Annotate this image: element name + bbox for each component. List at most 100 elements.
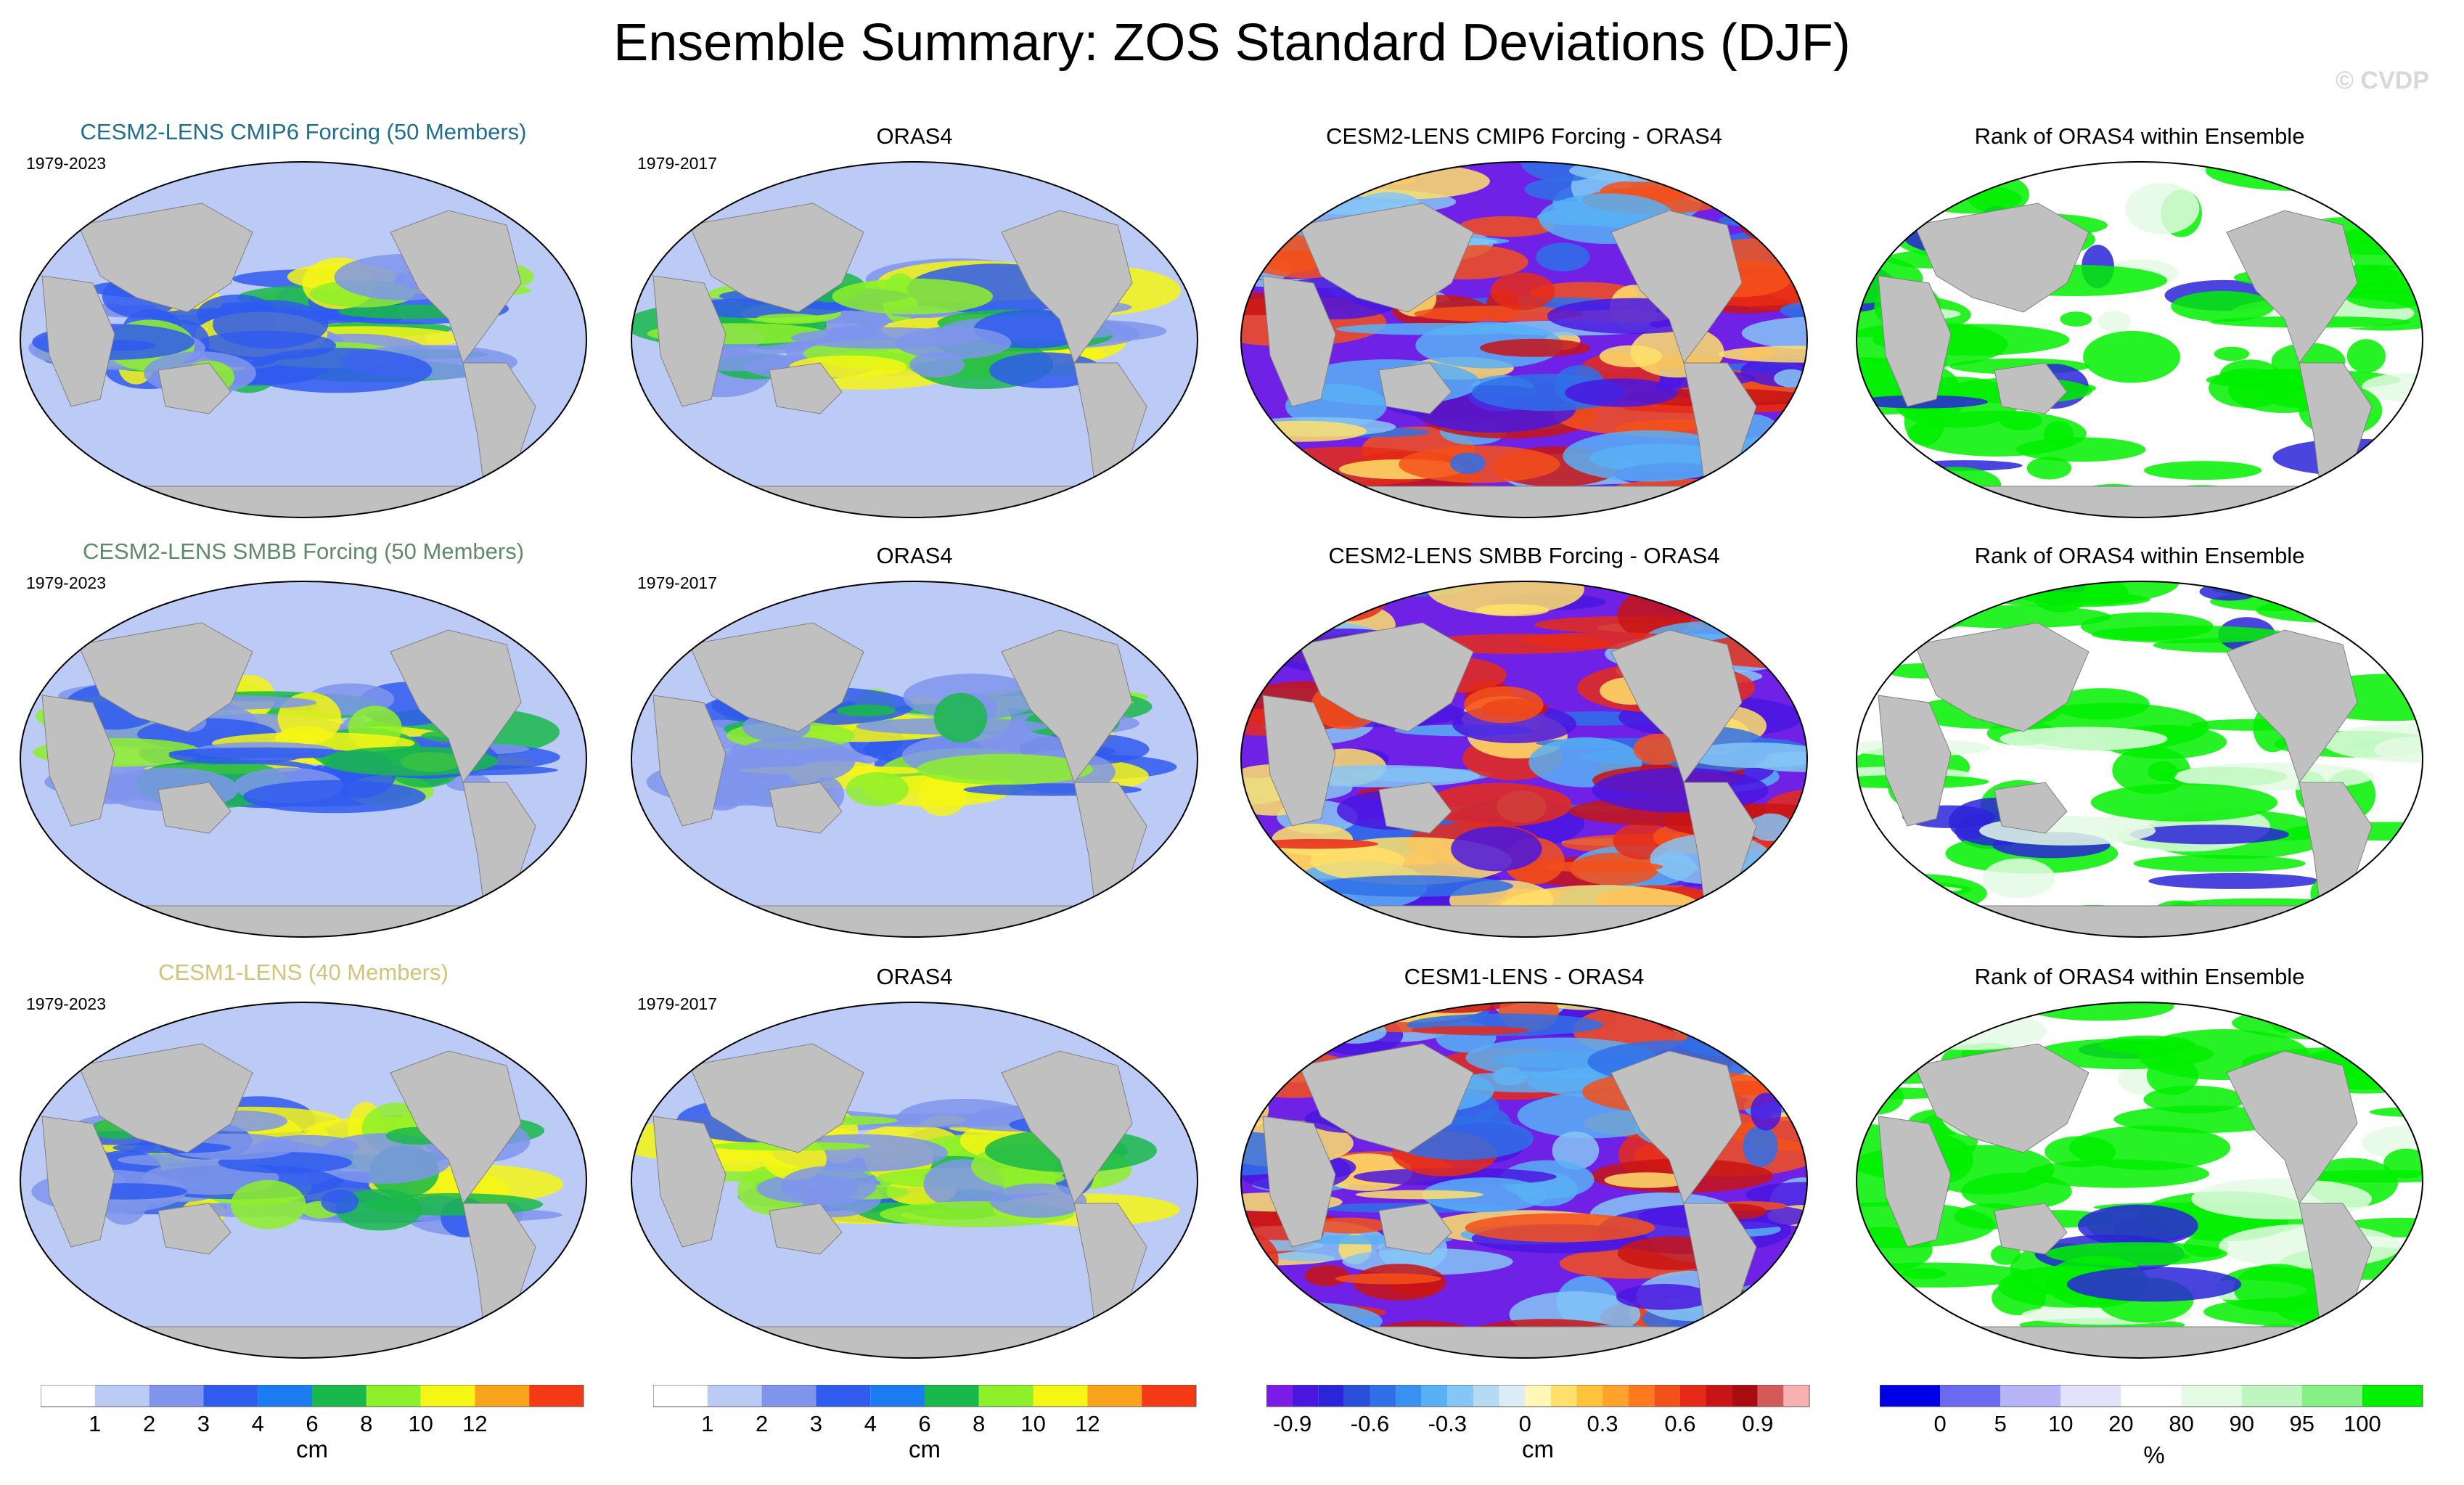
map-outline (631, 1002, 1198, 1359)
field-blob (2024, 1002, 2174, 1021)
colorbar-swatch (1628, 1385, 1655, 1407)
panel-title: Rank of ORAS4 within Ensemble (1974, 123, 2305, 149)
colorbar-tick-label: 4 (252, 1411, 264, 1436)
land-mass (78, 1043, 253, 1153)
field-blob (1414, 306, 1583, 322)
field-blob (1932, 1326, 1985, 1358)
field-blob (1322, 1020, 1387, 1044)
field-blob (1480, 338, 1591, 357)
colorbar-swatch (1679, 1385, 1706, 1407)
field-blob (2203, 1297, 2379, 1326)
field-blob (1982, 858, 2055, 899)
field-blob (1244, 512, 1417, 518)
land-mass (689, 1043, 864, 1153)
land-mass (78, 622, 253, 732)
land-mass (78, 202, 253, 313)
field-blob (1720, 581, 1807, 599)
land-mass (41, 695, 115, 827)
colorbar-tick-label: 10 (408, 1411, 433, 1436)
colorbar-swatch (707, 1385, 762, 1407)
field-blob (1465, 1213, 1655, 1243)
panel-title: CESM2-LENS SMBB Forcing - ORAS4 (1328, 543, 1720, 568)
map-outline (20, 161, 587, 518)
map-outline (1240, 161, 1808, 518)
field-blob (732, 737, 856, 785)
field-blob (1241, 581, 1315, 597)
land-mass (1262, 275, 1336, 407)
field-blob (1677, 145, 1768, 160)
field-blob (1792, 819, 1807, 866)
field-blob (1427, 581, 1584, 615)
field-blob (836, 704, 896, 716)
land-mass (2226, 210, 2358, 364)
land-mass (652, 695, 726, 827)
field-blob (2077, 1204, 2198, 1247)
panel-title: CESM2-LENS CMIP6 Forcing (50 Members) (80, 119, 527, 144)
panel-title: ORAS4 (876, 543, 953, 568)
land-mass (689, 622, 864, 732)
land-mass (390, 1050, 522, 1205)
field-blob (1475, 604, 1550, 617)
field-blob (1451, 826, 1542, 872)
field-blob (1241, 420, 1367, 442)
field-blob (2052, 688, 2150, 720)
period-label: 1979-2017 (637, 573, 717, 592)
period-label: 1979-2017 (637, 994, 717, 1013)
field-blob (1282, 1335, 1403, 1358)
colorbar-border (41, 1385, 584, 1407)
field-blob (2148, 761, 2178, 782)
panel-diff-row1: CESM2-LENS CMIP6 Forcing - ORAS4 (1234, 123, 1814, 518)
colorbar-swatch (1266, 1385, 1293, 1407)
colorbar-swatch (1473, 1385, 1499, 1407)
colorbar-tick-label: 20 (2108, 1411, 2133, 1436)
field-blob (1780, 302, 1807, 319)
field-blob (1251, 197, 1310, 226)
field-blob (2045, 1242, 2227, 1266)
figure-title: Ensemble Summary: ZOS Standard Deviation… (613, 14, 1851, 72)
field-blob (1241, 168, 1314, 186)
colorbar-swatch (1603, 1385, 1629, 1407)
colorbar-tick-label: 12 (1075, 1411, 1100, 1436)
field-blob (1719, 345, 1807, 363)
colorbar-swatch (2301, 1385, 2362, 1407)
field-blob (1857, 885, 1969, 937)
field-blob (2143, 1085, 2246, 1113)
colorbar-swatch (2000, 1385, 2061, 1407)
land-mass (1914, 202, 2090, 313)
land-mass (1914, 622, 2090, 732)
colorbar-swatch (2241, 1385, 2302, 1407)
field-blob (2284, 931, 2394, 937)
colorbar-units-label: cm (909, 1436, 941, 1462)
world-map-ensemble (20, 1002, 587, 1359)
field-blob (2214, 346, 2250, 361)
colorbar-swatch (1142, 1385, 1196, 1407)
panel-title: Rank of ORAS4 within Ensemble (1974, 964, 2305, 989)
field-blob (2060, 311, 2092, 327)
land-mass (157, 782, 232, 834)
colorbar-tick-label: 4 (864, 1411, 877, 1436)
colorbar-tick-label: -0.6 (1351, 1411, 1389, 1436)
land-mass (390, 629, 522, 784)
colorbar-tick-label: 10 (2048, 1411, 2073, 1436)
field-blob (1307, 581, 1388, 621)
field-blob (1682, 162, 1806, 197)
field-blob (2133, 855, 2306, 872)
field-blob (1700, 162, 1735, 179)
field-blob (1411, 1026, 1529, 1035)
cvdp-watermark: © CVDP (2336, 67, 2429, 94)
field-blob (1320, 163, 1490, 200)
field-blob (1355, 1190, 1483, 1200)
field-blob (1857, 581, 1961, 586)
field-blob (2346, 605, 2423, 650)
field-blob (1682, 500, 1807, 518)
field-blob (230, 1179, 306, 1230)
colorbar-tick-label: 2 (756, 1411, 768, 1436)
colorbar-tick-label: 0 (1519, 1411, 1531, 1436)
field-blob (1999, 411, 2042, 430)
field-blob (846, 772, 909, 807)
colorbar-tick-label: 2 (143, 1411, 155, 1436)
land-mass (1378, 362, 1452, 414)
field-blob (1706, 1314, 1807, 1333)
land-mass (1878, 1116, 1952, 1248)
